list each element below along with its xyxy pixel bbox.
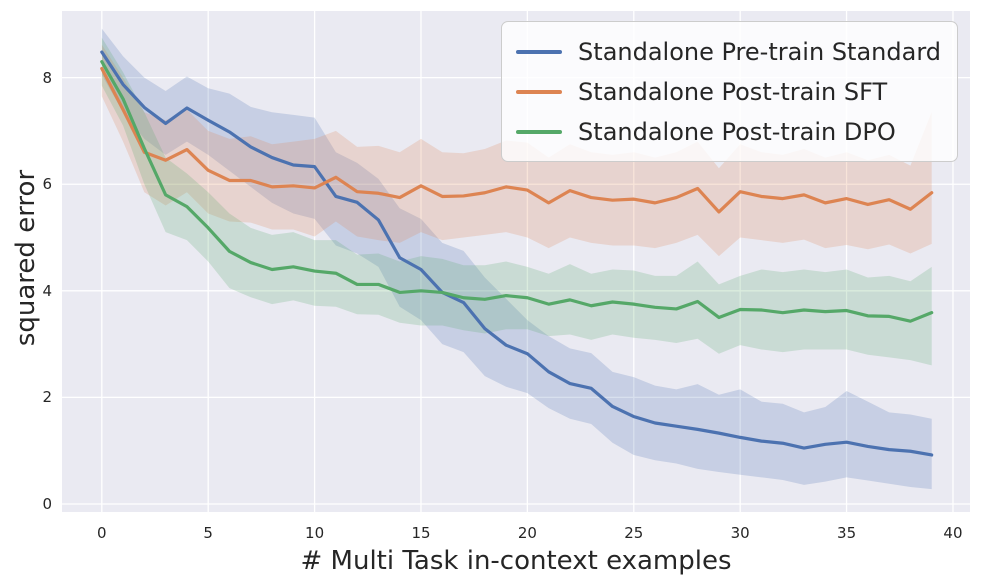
y-tick-label: 8 <box>42 68 52 87</box>
x-tick-label: 40 <box>943 524 963 542</box>
legend-line-swatch-blue <box>516 49 563 54</box>
data-line <box>100 60 934 323</box>
x-tick-label: 0 <box>97 524 107 542</box>
legend-item: Standalone Post-train SFT <box>516 74 941 109</box>
legend-item: Standalone Pre-train Standard <box>516 34 941 69</box>
x-axis-label: # Multi Task in-context examples <box>300 546 732 576</box>
legend: Standalone Pre-train Standard Standalone… <box>501 21 958 162</box>
confidence-band <box>101 28 932 490</box>
x-tick-label: 30 <box>730 524 750 542</box>
data-line <box>100 50 934 457</box>
legend-line-swatch-green <box>516 129 563 134</box>
legend-label: Standalone Pre-train Standard <box>578 37 941 66</box>
confidence-band <box>101 37 932 366</box>
y-tick-label: 0 <box>42 495 52 513</box>
legend-label: Standalone Post-train DPO <box>578 117 896 146</box>
y-tick-label: 6 <box>42 175 52 194</box>
x-tick-label: 15 <box>411 524 431 542</box>
data-line <box>100 66 934 214</box>
legend-label: Standalone Post-train SFT <box>578 77 888 106</box>
y-tick-label: 2 <box>42 388 52 407</box>
legend-item: Standalone Post-train DPO <box>516 114 941 149</box>
x-tick-label: 10 <box>305 524 325 542</box>
x-tick-label: 35 <box>837 524 857 542</box>
y-tick-label: 4 <box>42 281 52 300</box>
y-axis-label: squared error <box>11 169 41 347</box>
x-tick-label: 20 <box>517 524 537 542</box>
x-tick-label: 25 <box>624 524 644 542</box>
x-tick-label: 5 <box>203 524 213 542</box>
legend-line-swatch-orange <box>516 89 563 94</box>
